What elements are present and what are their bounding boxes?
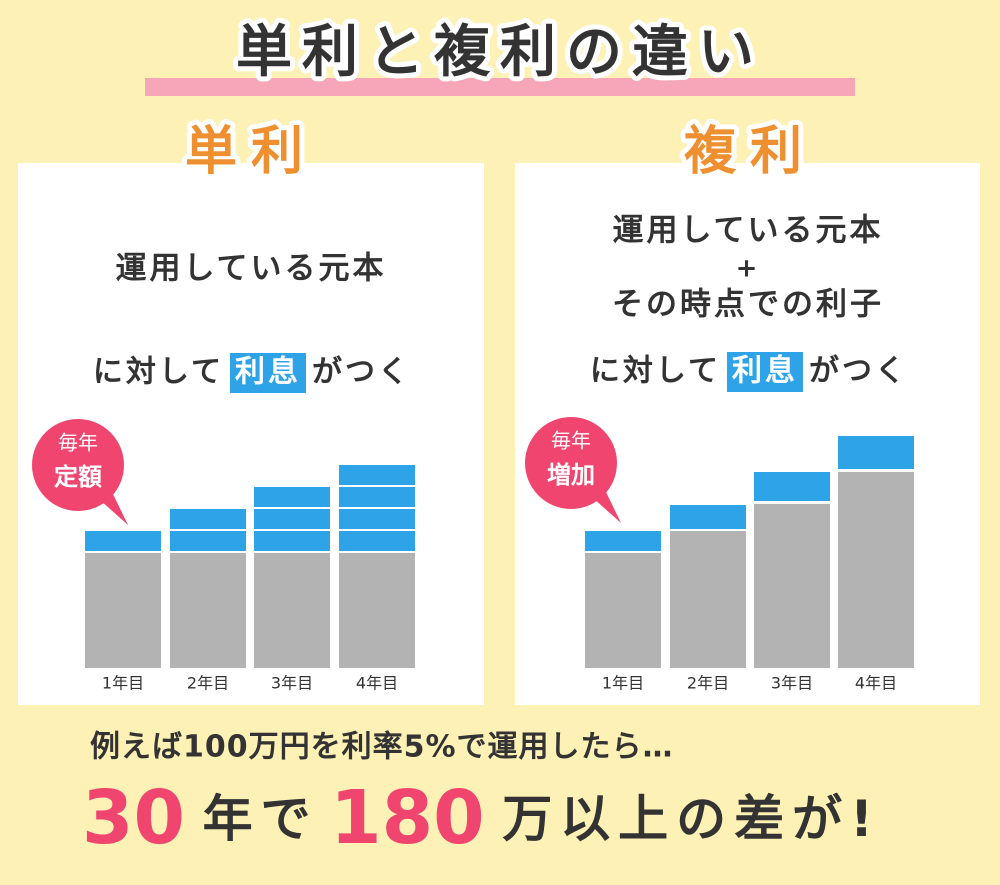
footer-lead: 例えば100万円を利率5%で運用したら… xyxy=(90,730,674,765)
highlight: 利息 xyxy=(732,354,798,389)
bars xyxy=(85,465,415,668)
badge xyxy=(525,417,617,509)
x-label: 1年目 xyxy=(102,674,144,693)
x-label: 4年目 xyxy=(356,674,398,693)
description: 運用している元本 xyxy=(612,213,883,249)
description: + xyxy=(736,254,761,284)
x-label: 1年目 xyxy=(602,674,644,693)
description: その時点での利子 xyxy=(612,287,884,323)
connector: に対して xyxy=(590,354,721,389)
connector: に対して xyxy=(93,355,224,390)
description: 運用している元本 xyxy=(115,251,386,287)
x-label: 2年目 xyxy=(687,674,729,693)
highlight-number: 30 xyxy=(82,775,185,861)
panel-heading: 複利 xyxy=(684,122,816,182)
highlight: 利息 xyxy=(235,355,301,390)
x-label: 3年目 xyxy=(271,674,313,693)
footer-conclusion: 30 年で 180 万以上の差が! xyxy=(82,775,881,861)
highlight-box xyxy=(230,353,306,393)
suffix: がつく xyxy=(809,354,908,389)
title-underline xyxy=(145,78,855,96)
conclusion-text: 万以上の差が! xyxy=(502,790,881,848)
badge-text: 定額 xyxy=(54,463,102,491)
badge-text: 毎年 xyxy=(58,431,98,455)
highlight-number: 180 xyxy=(330,775,484,861)
badge-text: 毎年 xyxy=(551,429,591,453)
x-label: 2年目 xyxy=(187,674,229,693)
conclusion-text: 年で xyxy=(203,790,319,848)
title: 単利と複利の違い xyxy=(236,20,764,85)
x-label: 3年目 xyxy=(771,674,813,693)
badge-text: 増加 xyxy=(547,461,595,489)
x-label: 4年目 xyxy=(855,674,897,693)
highlight-box xyxy=(727,352,803,392)
badge xyxy=(32,419,124,511)
bars xyxy=(585,436,914,668)
panel-heading: 単利 xyxy=(185,122,317,182)
suffix: がつく xyxy=(312,355,411,390)
